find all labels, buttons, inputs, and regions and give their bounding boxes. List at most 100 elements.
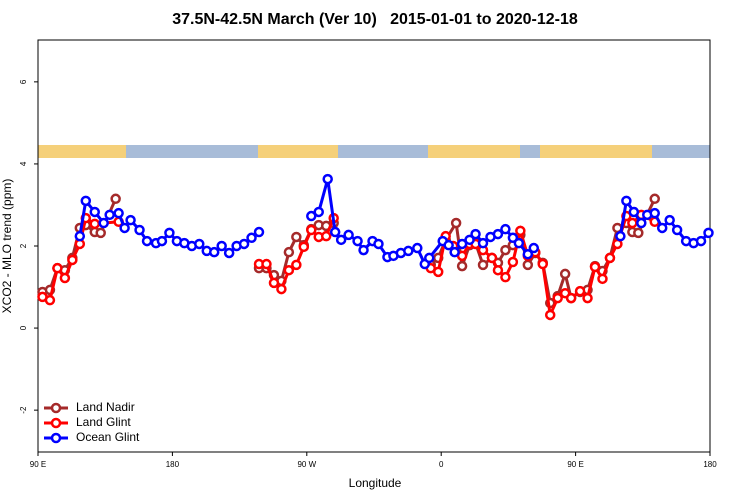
data-point <box>486 252 498 264</box>
data-point <box>627 217 638 229</box>
data-point <box>456 238 468 250</box>
data-point <box>335 234 347 246</box>
data-point <box>574 285 586 297</box>
x-tick-label: 180 <box>166 460 180 469</box>
x-tick-label: 90 E <box>30 460 46 469</box>
data-point <box>89 218 100 230</box>
data-point <box>559 268 571 280</box>
x-tick-label: 0 <box>439 460 444 469</box>
data-point <box>358 244 369 256</box>
data-point <box>67 254 78 266</box>
data-point <box>513 237 525 249</box>
legend-marker <box>50 402 62 414</box>
data-point <box>500 223 511 235</box>
data-point <box>246 232 257 244</box>
data-point <box>544 309 556 321</box>
data-point <box>261 258 272 270</box>
data-point <box>565 292 577 304</box>
legend-label: Land Glint <box>76 415 131 429</box>
data-point <box>615 230 626 242</box>
data-point <box>636 217 647 229</box>
data-point <box>343 229 354 241</box>
data-point <box>589 261 601 273</box>
data-point <box>253 226 265 238</box>
x-tick-label: 180 <box>703 460 717 469</box>
data-point <box>597 273 608 285</box>
data-point <box>104 209 115 221</box>
data-point <box>500 244 511 256</box>
data-point <box>582 292 593 304</box>
data-point <box>298 241 310 253</box>
data-point <box>329 226 341 238</box>
data-point <box>89 206 100 218</box>
data-point <box>238 238 250 250</box>
legend-label: Ocean Glint <box>76 430 140 444</box>
data-point <box>74 230 86 242</box>
y-axis-label: XCO2 - MLO trend (ppm) <box>0 179 14 314</box>
data-point <box>208 246 220 258</box>
data-point <box>664 214 675 226</box>
legend-marker <box>50 432 62 444</box>
data-point <box>528 242 540 254</box>
data-point <box>322 173 333 185</box>
data-point <box>141 235 153 247</box>
data-point <box>703 227 714 239</box>
y-tick-label: 6 <box>19 79 28 84</box>
chart-title: 37.5N-42.5N March (Ver 10) 2015-01-01 to… <box>172 11 578 28</box>
data-point <box>522 259 534 271</box>
data-point <box>537 258 548 270</box>
data-point <box>456 260 468 272</box>
data-point <box>119 222 130 234</box>
data-point <box>320 230 332 242</box>
data-point <box>450 217 462 229</box>
data-point <box>432 266 444 278</box>
data-point <box>621 195 632 207</box>
data-point <box>470 228 481 240</box>
data-point <box>276 283 287 295</box>
data-point <box>695 235 707 247</box>
data-point <box>443 239 454 251</box>
data-point <box>194 238 205 250</box>
data-point <box>95 227 106 239</box>
x-tick-label: 90 E <box>567 460 583 469</box>
data-point <box>113 207 124 219</box>
data-point <box>216 240 227 252</box>
data-point <box>98 217 109 229</box>
data-point <box>306 224 317 236</box>
y-tick-label: 2 <box>19 243 28 248</box>
data-point <box>44 294 56 306</box>
data-point <box>492 228 504 240</box>
data-point <box>283 264 295 276</box>
y-tick-label: 0 <box>19 325 28 330</box>
data-point <box>477 259 489 271</box>
legend-label: Land Nadir <box>76 400 135 414</box>
data-point <box>656 222 668 234</box>
x-axis-label: Longitude <box>349 476 402 490</box>
data-point <box>283 246 295 258</box>
y-tick-label: -2 <box>19 406 28 414</box>
data-point <box>464 234 475 246</box>
data-point <box>633 227 644 239</box>
data-point <box>291 231 302 243</box>
y-tick-label: 4 <box>19 161 28 166</box>
data-point <box>412 242 423 254</box>
data-point <box>671 224 683 236</box>
data-point <box>628 206 640 218</box>
data-point <box>164 227 175 239</box>
data-point <box>291 259 302 271</box>
legend-marker <box>50 417 62 429</box>
data-point <box>268 277 280 289</box>
data-point <box>449 246 460 258</box>
data-point <box>134 224 145 236</box>
data-point <box>373 238 384 250</box>
data-point <box>649 193 660 205</box>
data-point <box>223 247 235 259</box>
data-point <box>649 207 660 219</box>
data-point <box>306 210 317 222</box>
data-point <box>424 252 435 264</box>
x-tick-label: 90 W <box>297 460 316 469</box>
data-point <box>522 248 534 260</box>
data-point <box>500 271 511 283</box>
data-point <box>156 235 168 247</box>
